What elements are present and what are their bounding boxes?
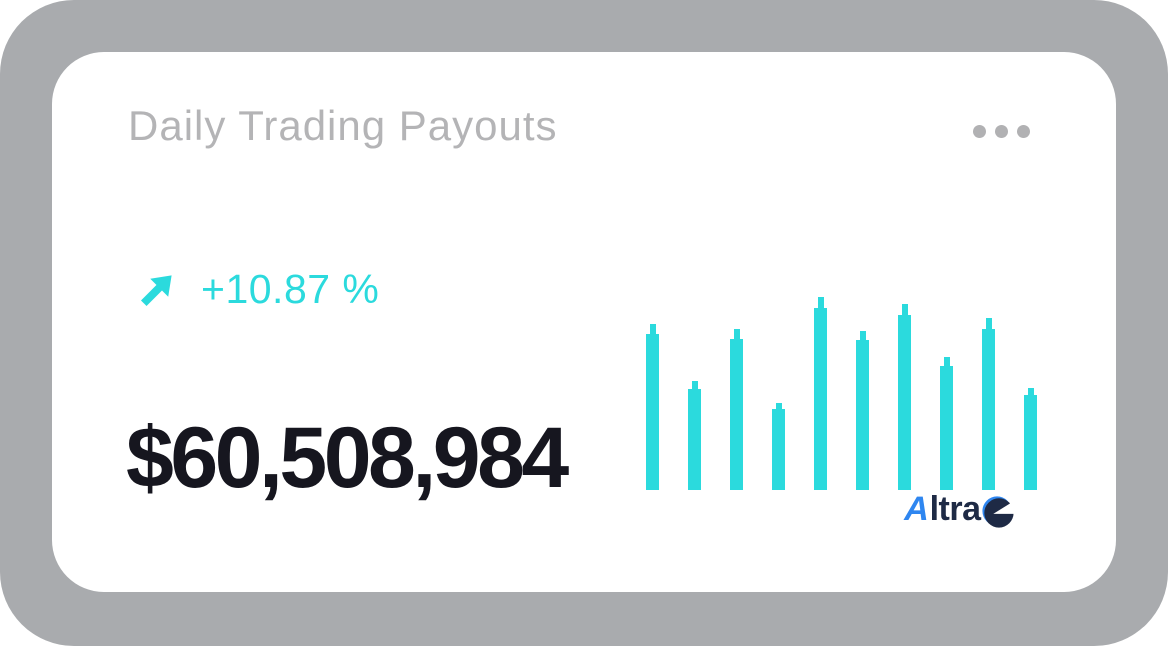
chart-bar	[856, 331, 869, 490]
card-title: Daily Trading Payouts	[128, 102, 558, 149]
chart-bar	[646, 324, 659, 490]
ellipsis-dot-icon	[973, 125, 986, 138]
chart-bar	[814, 297, 827, 490]
chart-bar	[688, 381, 701, 490]
logo-letter-a: A	[900, 490, 934, 528]
chart-bar	[982, 318, 995, 490]
logo-letters-ltra: ltra	[929, 490, 981, 528]
trend-row: +10.87 %	[137, 268, 379, 310]
chart-bar	[940, 357, 953, 490]
chart-bar	[1024, 388, 1037, 490]
chart-bar	[730, 329, 743, 490]
chart-bar	[898, 304, 911, 490]
ellipsis-menu-button[interactable]	[971, 123, 1032, 140]
payout-amount: $60,508,984	[126, 410, 569, 506]
ellipsis-dot-icon	[995, 125, 1008, 138]
payout-chart	[646, 297, 1037, 490]
trend-up-arrow-icon	[140, 275, 172, 307]
logo-g-icon	[982, 496, 1016, 528]
daily-trading-payouts-card: Daily Trading Payouts +10.87 % $60,508,9…	[52, 52, 1116, 592]
ellipsis-dot-icon	[1017, 125, 1030, 138]
change-percent: +10.87 %	[201, 265, 380, 312]
chart-bar	[772, 403, 785, 490]
